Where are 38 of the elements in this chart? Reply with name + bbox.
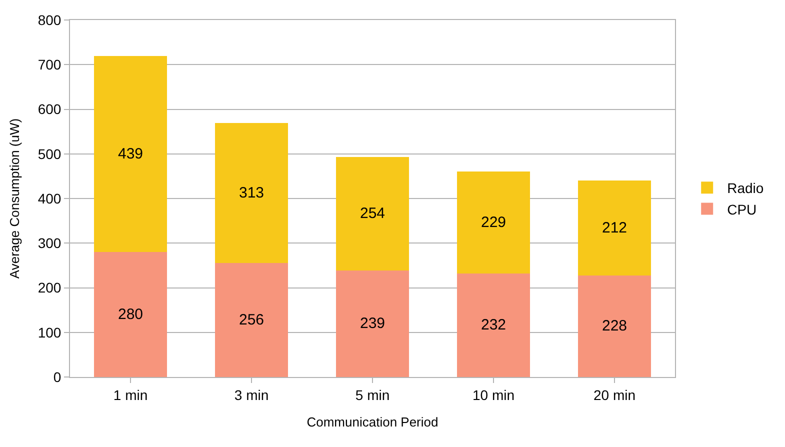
- data-label: 229: [480, 214, 506, 231]
- y-tick-label: 800: [38, 12, 62, 28]
- bar: [578, 180, 651, 276]
- data-label: 280: [118, 306, 144, 324]
- x-tick-label: 5 min: [355, 386, 390, 403]
- legend-label: Radio: [727, 180, 764, 196]
- bar: [457, 171, 530, 274]
- data-label: 239: [360, 315, 386, 332]
- y-tick-label: 600: [38, 101, 62, 118]
- data-label: 439: [118, 146, 144, 163]
- bar: [94, 252, 167, 377]
- x-tick-label: 1 min: [113, 386, 148, 403]
- data-label: 254: [360, 205, 386, 222]
- bar: [215, 123, 288, 263]
- bar: [215, 262, 288, 377]
- data-label: 228: [602, 318, 628, 335]
- bar: [457, 273, 530, 377]
- data-label: 256: [238, 311, 264, 328]
- y-tick-label: 300: [38, 235, 62, 252]
- data-label: 212: [602, 219, 628, 236]
- x-axis-title: Communication Period: [306, 414, 438, 430]
- y-tick-label: 700: [38, 56, 62, 73]
- data-label: 313: [238, 184, 264, 202]
- legend-label: CPU: [727, 201, 757, 218]
- y-tick-label: 200: [38, 280, 62, 296]
- y-tick-label: 100: [38, 324, 62, 340]
- y-tick-label: 400: [38, 190, 62, 206]
- x-tick-label: 20 min: [593, 386, 636, 403]
- x-tick-label: 10 min: [472, 386, 515, 403]
- x-tick-label: 3 min: [234, 386, 269, 403]
- y-tick-label: 0: [53, 368, 62, 385]
- bar: [94, 56, 167, 252]
- bar: [336, 157, 409, 270]
- y-tick-label: 500: [38, 146, 62, 162]
- data-label: 232: [480, 316, 506, 334]
- y-axis-title: Average Consumption (uW): [6, 118, 22, 279]
- bar: [336, 270, 409, 377]
- bar: [578, 275, 651, 377]
